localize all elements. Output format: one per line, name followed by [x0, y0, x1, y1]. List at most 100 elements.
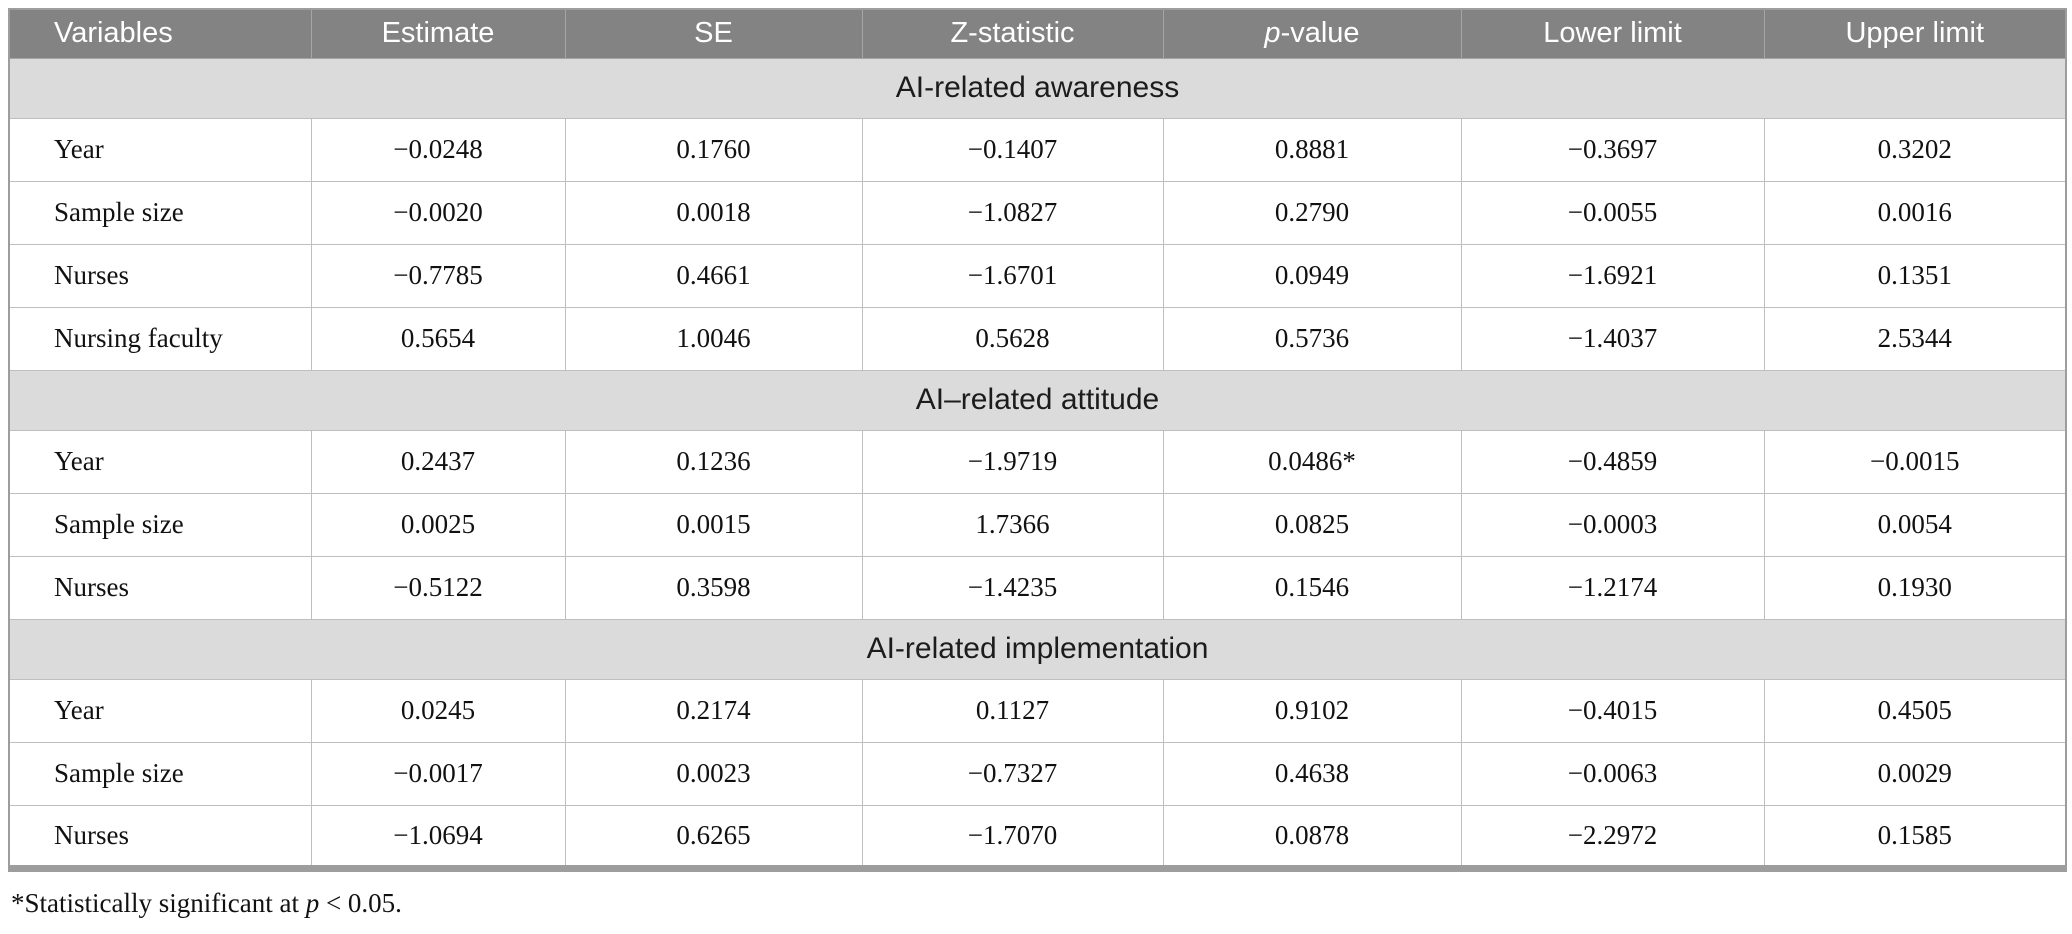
table-row: Nurses −1.0694 0.6265 −1.7070 0.0878 −2.2972 0… — [8, 804, 2067, 869]
variable-cell: Sample size — [8, 180, 312, 245]
value-cell: −0.3697 — [1460, 117, 1765, 182]
value-cell: 0.5628 — [861, 306, 1164, 371]
value-cell: 0.0015 — [564, 492, 863, 557]
value-cell: −1.6701 — [861, 243, 1164, 308]
value-cell: −0.0055 — [1460, 180, 1765, 245]
column-header-se: SE — [564, 9, 863, 59]
value-cell: 0.0878 — [1162, 804, 1462, 869]
column-header-variables: Variables — [8, 9, 312, 59]
value-cell: 0.3202 — [1763, 117, 2067, 182]
section-title: AI-related awareness — [8, 57, 2067, 119]
table-row: Nursing faculty 0.5654 1.0046 0.5628 0.5736−… — [8, 306, 2067, 371]
table-header: Variables Estimate SE Z-statistic p-valu… — [8, 9, 2067, 59]
value-cell: −1.9719 — [861, 429, 1164, 494]
table-row: Year 0.0245 0.2174 0.1127 0.9102 −0.4015 0.450… — [8, 678, 2067, 743]
value-cell: −0.0017 — [310, 741, 566, 806]
column-header-lower-limit: Lower limit — [1460, 9, 1765, 59]
value-cell: 0.1585 — [1763, 804, 2067, 869]
value-cell: −0.0015 — [1763, 429, 2067, 494]
value-cell: 0.4661 — [564, 243, 863, 308]
value-cell: 0.0025 — [310, 492, 566, 557]
value-cell: −0.0063 — [1460, 741, 1765, 806]
value-cell: −1.7070 — [861, 804, 1164, 869]
value-cell: 0.9102 — [1162, 678, 1462, 743]
variable-cell: Nurses — [8, 555, 312, 620]
value-cell: −0.0020 — [310, 180, 566, 245]
value-cell: −0.1407 — [861, 117, 1164, 182]
value-cell: 0.1236 — [564, 429, 863, 494]
value-cell: 0.2437 — [310, 429, 566, 494]
section-title: AI–related attitude — [8, 369, 2067, 431]
column-header-upper-limit: Upper limit — [1763, 9, 2067, 59]
value-cell: 0.3598 — [564, 555, 863, 620]
variable-cell: Sample size — [8, 492, 312, 557]
table-row: Year 0.2437 0.1236 −1.9719 0.0486* −0.4859 −0.… — [8, 429, 2067, 494]
table-body: AI-related awareness Year −0.0248 0.1760 −0.… — [8, 57, 2067, 869]
value-cell: −0.0003 — [1460, 492, 1765, 557]
table-row: Sample size −0.0020 0.0018 −1.0827 0.2790 −0.… — [8, 180, 2067, 245]
value-cell: −1.4037 — [1460, 306, 1765, 371]
value-cell: 0.0825 — [1162, 492, 1462, 557]
value-cell: 0.5654 — [310, 306, 566, 371]
table-row: Nurses −0.7785 0.4661 −1.6701 0.0949 −1.6921 0… — [8, 243, 2067, 308]
value-cell: 0.4638 — [1162, 741, 1462, 806]
value-cell: 1.0046 — [564, 306, 863, 371]
footnote-suffix: < 0.05. — [319, 887, 402, 918]
table-row: Nurses −0.5122 0.3598 −1.4235 0.1546 −1.2174 0… — [8, 555, 2067, 620]
value-cell: −0.4859 — [1460, 429, 1765, 494]
value-cell: 0.1351 — [1763, 243, 2067, 308]
value-cell: 0.1127 — [861, 678, 1164, 743]
variable-cell: Year — [8, 429, 312, 494]
section-title: AI-related implementation — [8, 618, 2067, 680]
variable-cell: Sample size — [8, 741, 312, 806]
value-cell: 0.1760 — [564, 117, 863, 182]
variable-cell: Nursing faculty — [8, 306, 312, 371]
value-cell: 0.0949 — [1162, 243, 1462, 308]
variable-cell: Year — [8, 678, 312, 743]
value-cell: 0.6265 — [564, 804, 863, 869]
header-row: Variables Estimate SE Z-statistic p-valu… — [8, 9, 2067, 59]
section-row: AI–related attitude — [8, 369, 2067, 431]
value-cell: 2.5344 — [1763, 306, 2067, 371]
value-cell: 0.2790 — [1162, 180, 1462, 245]
value-cell: −1.2174 — [1460, 555, 1765, 620]
value-cell: 0.8881 — [1162, 117, 1462, 182]
value-cell: −1.0694 — [310, 804, 566, 869]
table-row: Year −0.0248 0.1760 −0.1407 0.8881 −0.3697 0.3… — [8, 117, 2067, 182]
footnote-p-italic: p — [305, 887, 320, 918]
meta-regression-table: Variables Estimate SE Z-statistic p-valu… — [8, 8, 2067, 872]
value-cell: −0.7785 — [310, 243, 566, 308]
variable-cell: Nurses — [8, 804, 312, 869]
variable-cell: Year — [8, 117, 312, 182]
section-row: AI-related awareness — [8, 57, 2067, 119]
value-cell: −0.7327 — [861, 741, 1164, 806]
value-cell: −1.6921 — [1460, 243, 1765, 308]
value-cell: 0.0018 — [564, 180, 863, 245]
value-cell: 1.7366 — [861, 492, 1164, 557]
column-header-z-statistic: Z-statistic — [861, 9, 1164, 59]
value-cell: 0.0016 — [1763, 180, 2067, 245]
value-cell: 0.0245 — [310, 678, 566, 743]
value-cell: 0.5736 — [1162, 306, 1462, 371]
column-header-p-value: p-value — [1162, 9, 1462, 59]
value-cell: −2.2972 — [1460, 804, 1765, 869]
footnote-prefix: *Statistically significant at — [11, 887, 306, 918]
value-cell: 0.1930 — [1763, 555, 2067, 620]
p-value-rest-part: -value — [1280, 17, 1360, 50]
value-cell: −1.4235 — [861, 555, 1164, 620]
value-cell: 0.0023 — [564, 741, 863, 806]
table-row: Sample size −0.0017 0.0023 −0.7327 0.4638 −0.… — [8, 741, 2067, 806]
table-row: Sample size 0.0025 0.0015 1.7366 0.0825 −0.00… — [8, 492, 2067, 557]
value-cell: 0.2174 — [564, 678, 863, 743]
value-cell: −0.5122 — [310, 555, 566, 620]
value-cell: −0.4015 — [1460, 678, 1765, 743]
value-cell: −1.0827 — [861, 180, 1164, 245]
table-footnote: *Statistically significant at p < 0.05. — [8, 888, 2065, 919]
value-cell: 0.4505 — [1763, 678, 2067, 743]
p-value-italic-part: p — [1264, 17, 1281, 50]
value-cell: 0.0054 — [1763, 492, 2067, 557]
value-cell: 0.0486* — [1162, 429, 1462, 494]
value-cell: 0.1546 — [1162, 555, 1462, 620]
section-row: AI-related implementation — [8, 618, 2067, 680]
